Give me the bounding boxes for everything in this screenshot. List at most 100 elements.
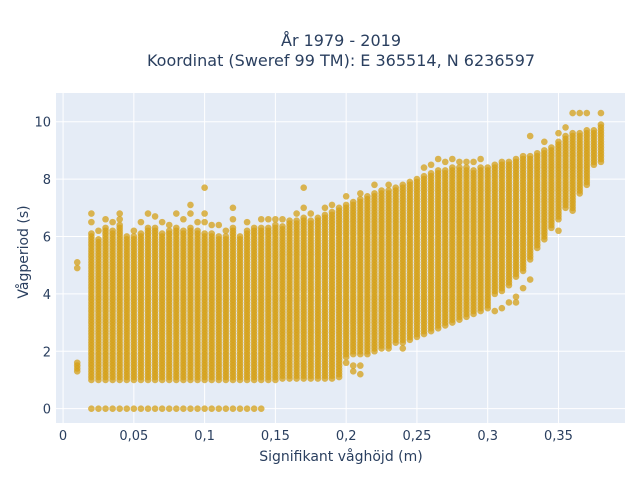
data-point bbox=[293, 217, 300, 224]
data-point bbox=[187, 224, 194, 232]
data-point bbox=[427, 161, 435, 169]
data-point bbox=[342, 359, 350, 367]
data-point bbox=[357, 370, 364, 378]
data-point bbox=[484, 164, 492, 171]
data-point bbox=[222, 405, 230, 412]
y-tick-label: 4 bbox=[43, 288, 51, 303]
data-point bbox=[583, 109, 591, 117]
data-point bbox=[307, 217, 315, 224]
data-point bbox=[102, 215, 109, 223]
data-point bbox=[243, 227, 251, 235]
data-point bbox=[512, 155, 520, 163]
data-point bbox=[229, 215, 237, 223]
data-point bbox=[272, 221, 279, 229]
data-point bbox=[173, 224, 180, 232]
data-point bbox=[541, 138, 548, 146]
data-point bbox=[257, 405, 265, 412]
data-point bbox=[215, 405, 223, 412]
x-tick-label: 0,1 bbox=[194, 429, 215, 444]
data-point bbox=[512, 293, 520, 301]
x-tick-label: 0,15 bbox=[261, 429, 290, 444]
x-tick-label: 0,3 bbox=[477, 429, 498, 444]
data-point bbox=[151, 405, 159, 412]
data-point bbox=[477, 164, 484, 171]
y-axis-title: Vågperiod (s) bbox=[15, 205, 32, 298]
data-point bbox=[88, 218, 95, 226]
data-point bbox=[109, 218, 116, 226]
data-point bbox=[250, 224, 258, 232]
data-point bbox=[364, 193, 371, 200]
data-point bbox=[399, 181, 407, 189]
data-point bbox=[512, 299, 520, 306]
data-point bbox=[526, 152, 534, 160]
data-point bbox=[229, 224, 237, 232]
data-point bbox=[194, 218, 201, 226]
data-point bbox=[413, 175, 421, 183]
x-tick-label: 0,2 bbox=[336, 429, 357, 444]
data-point bbox=[95, 405, 102, 412]
data-point bbox=[342, 201, 350, 209]
data-point bbox=[441, 158, 449, 166]
data-point bbox=[158, 218, 166, 226]
data-point bbox=[569, 207, 576, 214]
data-point bbox=[123, 233, 131, 240]
data-point bbox=[463, 164, 470, 171]
data-point bbox=[300, 214, 307, 222]
data-point bbox=[456, 158, 463, 166]
data-point bbox=[180, 405, 187, 412]
data-point bbox=[392, 184, 400, 191]
data-point bbox=[194, 405, 201, 412]
data-point bbox=[562, 124, 569, 131]
data-point bbox=[165, 227, 173, 235]
data-point bbox=[583, 127, 591, 134]
data-point bbox=[590, 127, 598, 134]
data-point bbox=[187, 201, 194, 209]
data-point bbox=[73, 264, 81, 272]
data-point bbox=[470, 158, 477, 166]
data-point bbox=[300, 184, 307, 191]
data-point bbox=[158, 405, 166, 412]
y-tick-label: 10 bbox=[34, 116, 51, 131]
x-axis-title: Signifikant våghöjd (m) bbox=[259, 448, 422, 465]
data-point bbox=[562, 132, 569, 140]
data-point bbox=[526, 276, 534, 283]
data-point bbox=[491, 161, 499, 169]
data-point bbox=[357, 190, 364, 197]
data-point bbox=[180, 227, 187, 235]
data-point bbox=[519, 284, 527, 292]
data-point bbox=[314, 214, 322, 222]
data-point bbox=[385, 181, 392, 189]
x-tick-label: 0,05 bbox=[119, 429, 148, 444]
data-point bbox=[449, 164, 456, 171]
data-point bbox=[236, 233, 244, 240]
data-point bbox=[95, 227, 102, 235]
data-point bbox=[526, 132, 534, 140]
data-point bbox=[456, 164, 463, 171]
data-point bbox=[243, 218, 251, 226]
data-point bbox=[357, 195, 364, 203]
data-point bbox=[229, 405, 237, 412]
data-point bbox=[597, 121, 605, 128]
data-point bbox=[491, 307, 499, 315]
data-point bbox=[208, 405, 215, 412]
data-point bbox=[165, 405, 173, 412]
data-point bbox=[116, 405, 123, 412]
data-point bbox=[293, 210, 300, 217]
data-point bbox=[427, 170, 435, 177]
data-point bbox=[257, 215, 265, 223]
data-point bbox=[548, 144, 555, 151]
data-point bbox=[328, 201, 336, 209]
data-point bbox=[505, 299, 513, 306]
data-point bbox=[449, 155, 456, 163]
data-point bbox=[250, 405, 258, 412]
data-point bbox=[208, 221, 215, 229]
data-point bbox=[215, 221, 223, 229]
data-point bbox=[151, 213, 159, 220]
data-point bbox=[470, 167, 477, 174]
data-point bbox=[95, 236, 102, 243]
data-point bbox=[272, 215, 279, 223]
data-point bbox=[201, 210, 208, 217]
data-point bbox=[137, 218, 145, 226]
data-point bbox=[371, 190, 378, 197]
